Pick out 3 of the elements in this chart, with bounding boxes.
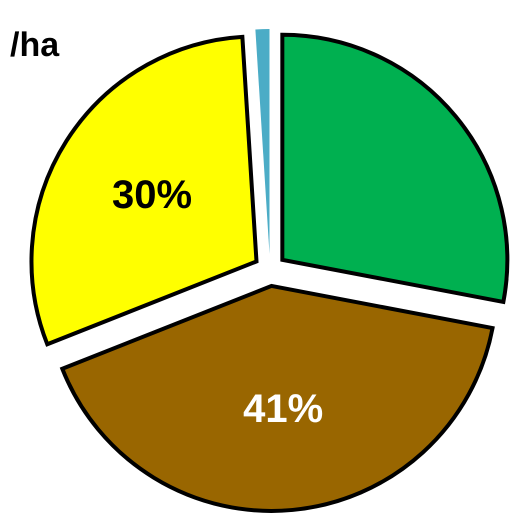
chart-title: /ha — [10, 26, 60, 64]
data-label: 30% — [112, 173, 192, 218]
data-label: 41% — [243, 387, 324, 432]
